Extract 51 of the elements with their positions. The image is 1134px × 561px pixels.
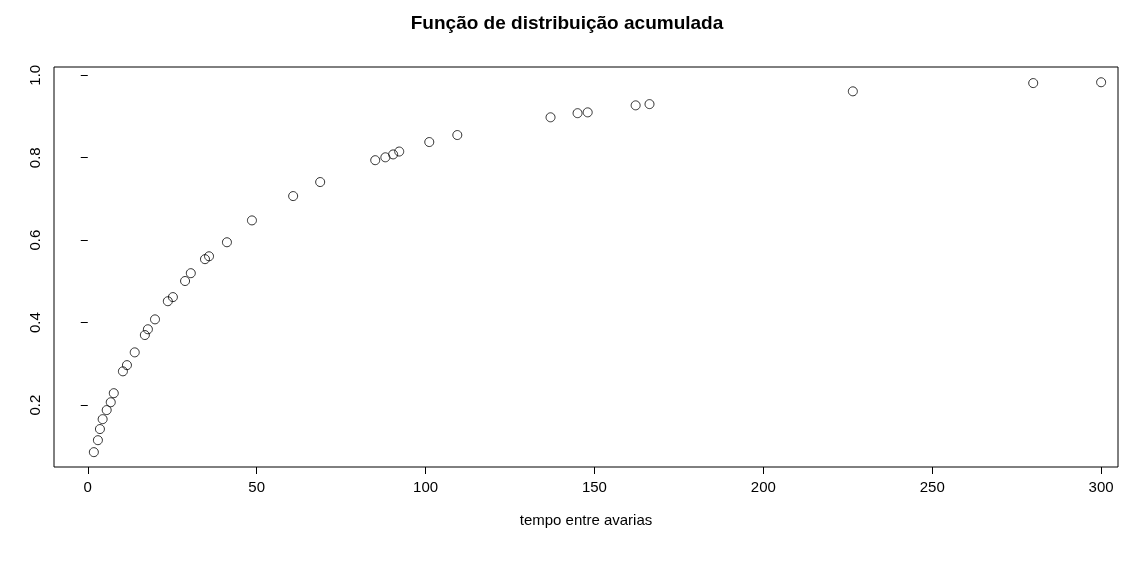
point [117, 366, 128, 377]
point [101, 405, 112, 416]
y-tick-label: 0.4 [26, 312, 43, 334]
point [88, 447, 99, 458]
x-tick-label: 150 [581, 478, 607, 495]
x-tick-label: 0 [83, 478, 92, 495]
chart-title: Função de distribuição acumulada [410, 12, 724, 33]
point [108, 388, 119, 399]
point [394, 146, 405, 157]
point [246, 215, 257, 226]
y-tick-label: 0.8 [26, 147, 43, 169]
point [167, 292, 178, 303]
y-tick-label: 1.0 [26, 64, 43, 86]
x-tick-label: 200 [750, 478, 776, 495]
point [582, 107, 593, 118]
point [644, 99, 655, 110]
point [221, 237, 232, 248]
point [1028, 78, 1039, 89]
point [94, 424, 105, 435]
point [185, 268, 196, 279]
point [380, 152, 391, 163]
point [370, 155, 381, 166]
point [180, 276, 191, 287]
y-tick-label: 0.6 [26, 229, 43, 251]
point [545, 112, 556, 123]
point [424, 137, 435, 148]
point [121, 360, 132, 371]
point [129, 347, 140, 358]
point [315, 177, 326, 188]
point [200, 254, 210, 265]
point [204, 251, 215, 262]
point [162, 296, 173, 307]
point [630, 100, 641, 111]
y-tick-label: 0.2 [26, 394, 43, 416]
point [150, 314, 160, 325]
point [288, 191, 299, 202]
x-axis-title: tempo entre avarias [519, 511, 653, 528]
x-tick-label: 250 [919, 478, 945, 495]
x-tick-label: 100 [413, 478, 439, 495]
point [97, 414, 108, 425]
point [92, 435, 103, 446]
point [142, 324, 153, 335]
x-tick-label: 300 [1088, 478, 1114, 495]
point [105, 397, 116, 408]
point [1096, 77, 1107, 88]
point [847, 86, 858, 97]
point [388, 149, 399, 160]
point [139, 330, 150, 341]
point [572, 108, 583, 119]
point [452, 130, 463, 141]
x-tick-label: 50 [248, 478, 266, 495]
